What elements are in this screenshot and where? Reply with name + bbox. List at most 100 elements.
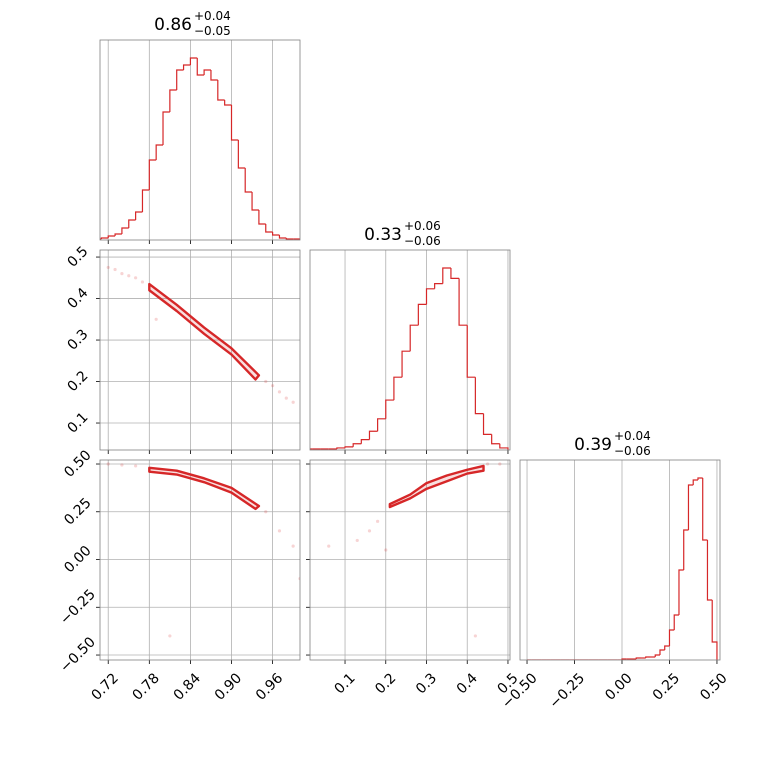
hist-bin <box>107 235 116 238</box>
hist-bin <box>678 569 684 615</box>
sample-point <box>277 390 282 394</box>
hist-bin <box>162 111 170 145</box>
y-tick-label: −0.50 <box>57 634 99 676</box>
sample-point <box>106 265 110 270</box>
title-upper: +0.04 <box>614 429 651 443</box>
plot-area <box>527 477 718 660</box>
hist-bin <box>182 64 191 70</box>
y-tick-label: 0.00 <box>61 543 94 576</box>
title-upper: +0.06 <box>404 219 441 233</box>
hist-bin <box>189 57 198 65</box>
x-tick-label: 0.50 <box>697 670 730 703</box>
hist-bin <box>434 283 443 289</box>
hist-bin <box>474 377 484 415</box>
sample-point <box>367 529 372 533</box>
hist-bin <box>121 227 129 234</box>
hist-bin <box>706 540 713 601</box>
hist-bin <box>659 649 665 655</box>
hist-bin <box>377 418 386 432</box>
panel: −0.50 −0.25 0.00 0.25 0.500.39 +0.04−0.06 <box>499 429 731 712</box>
panel-frame <box>99 249 301 451</box>
hist-bin <box>336 447 346 449</box>
x-tick-label: 0.4 <box>454 670 481 697</box>
x-tick-label: −0.25 <box>546 670 588 712</box>
hist-bin <box>148 159 157 190</box>
panel-frame <box>519 459 721 661</box>
sample-point <box>120 272 124 276</box>
y-tick-label: 0.3 <box>64 327 91 354</box>
sample-point <box>120 463 124 467</box>
plot-area <box>310 267 509 450</box>
hist-bin <box>499 443 509 450</box>
sample-point <box>284 396 288 400</box>
panel: 0.86 +0.04−0.05 <box>99 9 301 244</box>
y-tick-label: 0.50 <box>61 447 94 480</box>
title-value: 0.39 <box>574 435 612 455</box>
contour <box>148 466 261 511</box>
hist-bin <box>442 267 451 284</box>
plot-area <box>106 462 300 638</box>
hist-bin <box>645 656 651 658</box>
sample-point <box>384 548 388 552</box>
hist-bin <box>251 192 259 211</box>
hist-bin <box>244 168 253 193</box>
hist-bin <box>141 189 150 212</box>
hist-bin <box>278 235 287 239</box>
hist-bin <box>425 288 435 305</box>
x-tick-label: 0.00 <box>602 670 635 703</box>
hist-bin <box>491 434 500 445</box>
hist-bin <box>100 237 109 239</box>
hist-bin <box>393 376 403 401</box>
sample-point <box>291 400 295 404</box>
y-tick-label: −0.25 <box>57 586 99 628</box>
title-lower: −0.06 <box>614 444 651 458</box>
panel: 0.10.20.30.40.5 <box>64 244 301 454</box>
hist-bin <box>272 232 280 236</box>
x-tick-label: 0.96 <box>253 670 286 703</box>
hist-bin <box>265 224 273 233</box>
x-tick-label: 0.72 <box>88 670 121 703</box>
x-tick-label: 0.25 <box>650 670 683 703</box>
hist-bin <box>450 268 460 279</box>
sample-point <box>355 538 359 543</box>
hist-bin <box>196 58 205 76</box>
x-tick-label: 0.3 <box>413 670 440 697</box>
hist-bin <box>352 443 362 447</box>
hist-bin <box>683 529 689 570</box>
title-value: 0.86 <box>154 15 192 35</box>
hist-bin <box>237 140 246 169</box>
panel-title: 0.86 +0.04−0.05 <box>154 9 231 38</box>
x-tick-label: 0.78 <box>130 670 163 703</box>
plot-area <box>106 265 295 404</box>
panel: 0.33 +0.06−0.06 <box>309 219 511 454</box>
hist-bin <box>482 413 492 435</box>
contour <box>148 282 261 381</box>
hist-bin <box>230 105 239 141</box>
hist-bin <box>114 233 122 236</box>
y-tick-label: 0.5 <box>64 244 91 271</box>
sample-point <box>327 544 331 548</box>
plot-area <box>327 462 502 638</box>
panel: 0.72 0.78 0.84 0.90 0.96 −0.50 −0.25 0.00 0.25 0.… <box>57 447 301 704</box>
x-tick-label: 0.1 <box>332 670 359 697</box>
hist-bin <box>135 211 143 220</box>
sample-point <box>134 276 138 280</box>
hist-bin <box>128 219 136 228</box>
hist-bin <box>344 446 354 448</box>
plot-area <box>100 57 300 240</box>
sample-point <box>264 510 268 514</box>
hist-bin <box>635 657 641 659</box>
panel-title: 0.39 +0.04−0.06 <box>574 429 651 458</box>
hist-bin <box>293 238 300 240</box>
sample-point <box>140 280 145 284</box>
y-tick-label: 0.4 <box>64 285 91 312</box>
hist-bin <box>385 399 394 419</box>
sample-point <box>264 379 268 384</box>
sample-point <box>168 634 172 638</box>
sample-point <box>113 267 117 272</box>
panel-frame <box>309 249 511 451</box>
x-tick-label: 0.84 <box>171 670 204 703</box>
hist-bin <box>417 303 427 326</box>
